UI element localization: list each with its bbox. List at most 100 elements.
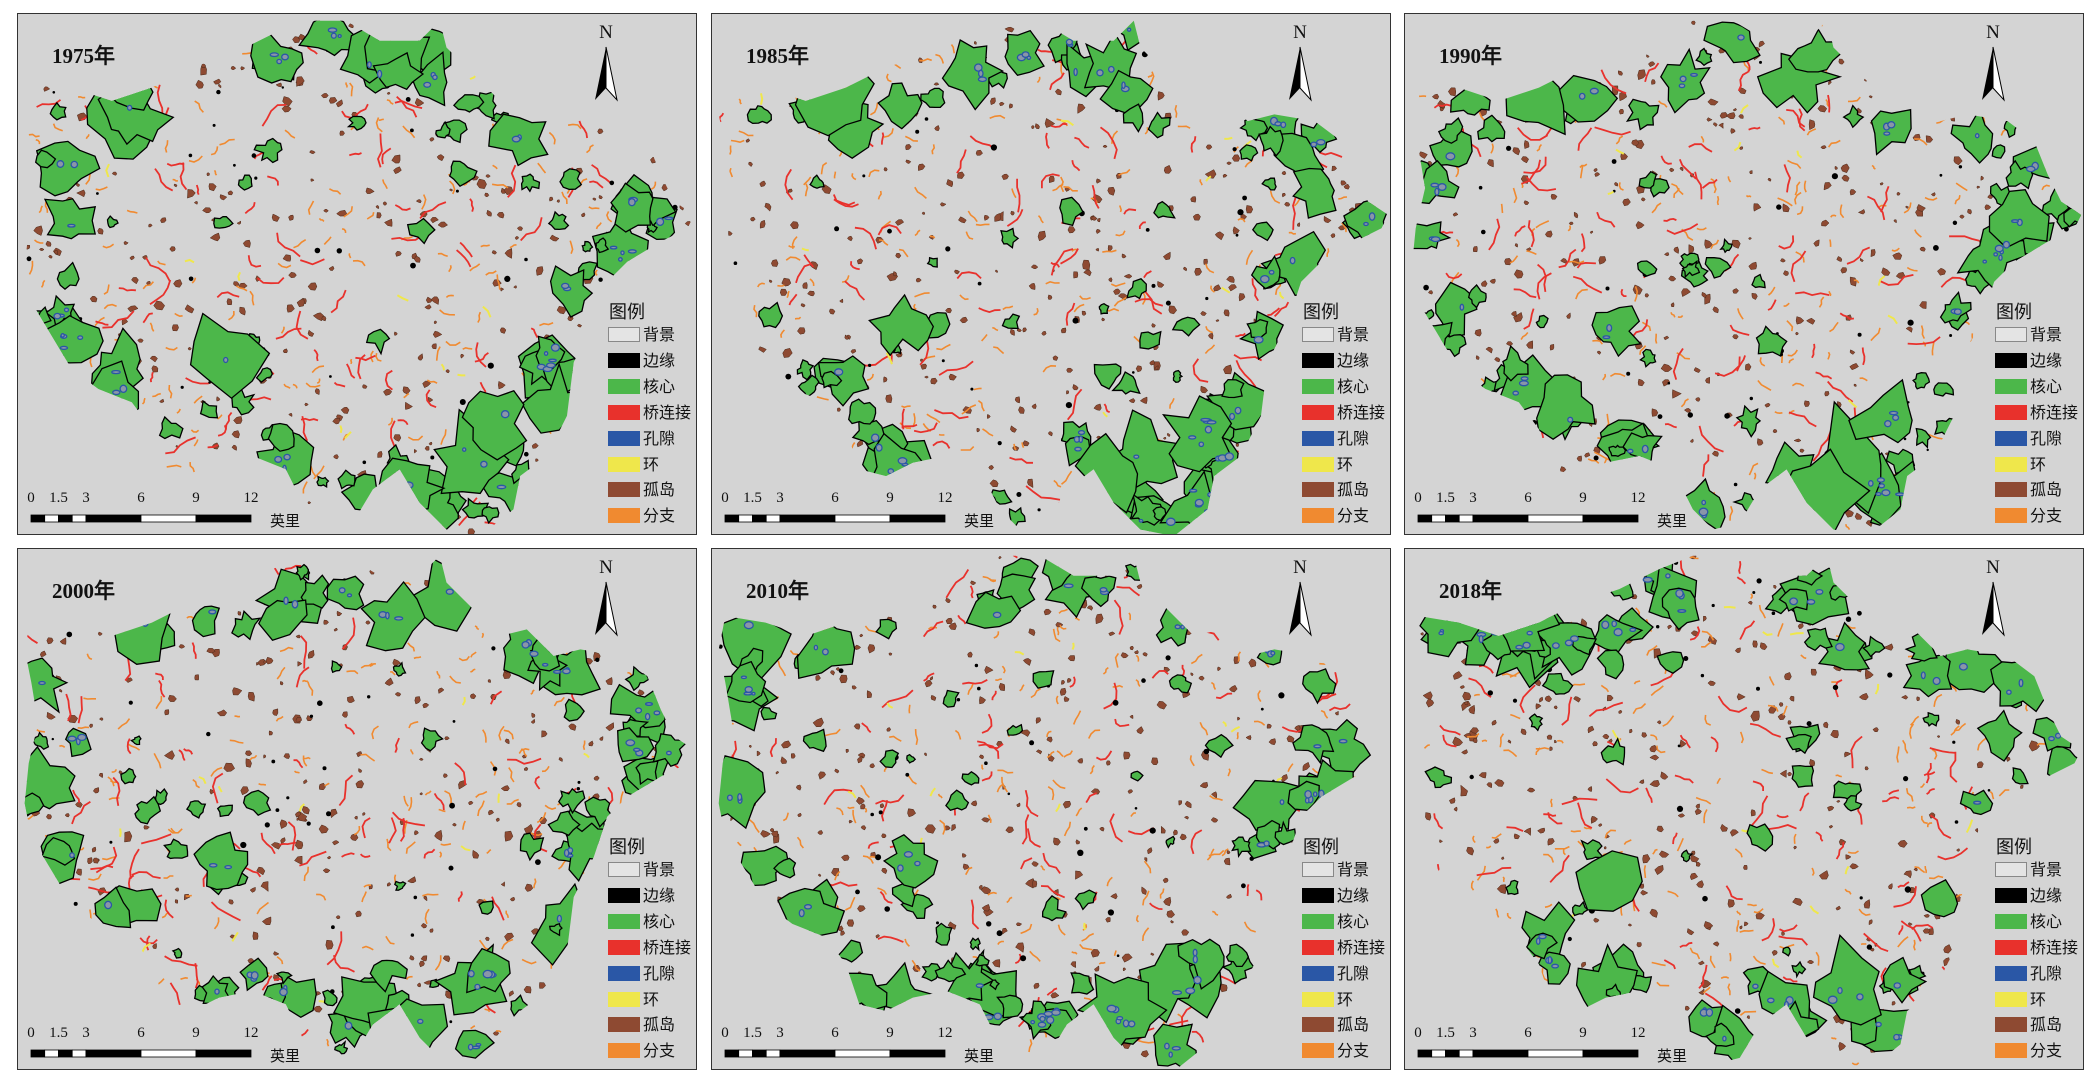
edge-patch <box>405 97 411 102</box>
bridge-patch <box>1694 171 1703 200</box>
perforation-patch <box>282 464 287 474</box>
islet-patch <box>1758 40 1765 48</box>
branch-patch <box>1803 180 1807 193</box>
bridge-patch <box>344 723 356 735</box>
perforation-patch <box>1698 507 1709 517</box>
branch-patch <box>1827 351 1831 360</box>
edge-patch <box>1752 591 1756 594</box>
branch-patch <box>126 209 138 214</box>
bridge-patch <box>457 891 463 902</box>
islet-patch <box>1649 780 1660 787</box>
perforation-patch <box>726 794 733 801</box>
islet-patch <box>1712 941 1720 947</box>
branch-patch <box>914 292 930 298</box>
edge-patch <box>1887 672 1893 678</box>
islet-patch <box>979 696 987 705</box>
islet-patch <box>271 213 280 222</box>
islet-patch <box>1667 624 1673 630</box>
core-patch <box>1126 278 1147 300</box>
bridge-patch <box>179 162 188 191</box>
branch-patch <box>992 326 999 332</box>
bridge-patch <box>1060 248 1079 265</box>
islet-patch <box>1686 928 1695 936</box>
islet-patch <box>1108 631 1116 637</box>
bridge-patch <box>1778 235 1795 250</box>
edge-patch <box>1165 655 1171 661</box>
islet-patch <box>1649 754 1660 761</box>
core-patch <box>295 563 310 581</box>
edge-patch <box>1029 740 1035 746</box>
perforation-patch <box>1973 800 1982 805</box>
islet-patch <box>1679 739 1687 748</box>
core-patch <box>945 789 970 812</box>
islet-patch <box>484 192 490 198</box>
core-patch <box>1785 733 1812 755</box>
islet-patch <box>1101 317 1105 322</box>
islet-patch <box>1015 922 1023 926</box>
core-patch <box>365 328 391 356</box>
islet-patch <box>637 689 645 696</box>
edge-patch <box>309 714 314 718</box>
branch-patch <box>1839 204 1845 219</box>
islet-patch <box>1537 827 1546 834</box>
branch-patch <box>1716 196 1720 206</box>
islet-patch <box>413 448 418 454</box>
islet-patch <box>1228 284 1237 292</box>
islet-patch <box>127 305 139 313</box>
legend-swatch <box>1995 456 2027 472</box>
perforation-patch <box>60 333 65 338</box>
islet-patch <box>1266 723 1272 729</box>
branch-patch <box>1063 750 1073 758</box>
islet-patch <box>336 209 348 217</box>
branch-patch <box>1977 736 1988 751</box>
islet-patch <box>1086 605 1094 611</box>
islet-patch <box>818 771 827 780</box>
islet-patch <box>1223 857 1231 866</box>
perforation-patch <box>1520 376 1529 381</box>
perforation-patch <box>751 691 756 696</box>
scale-tick-label: 12 <box>243 1025 259 1041</box>
islet-patch <box>194 674 199 681</box>
perforation-patch <box>1280 121 1287 129</box>
islet-patch <box>975 149 983 156</box>
branch-patch <box>386 99 394 105</box>
core-patch <box>549 265 594 318</box>
islet-patch <box>892 271 898 277</box>
loop-patch <box>339 425 343 433</box>
edge-patch <box>1952 740 1956 744</box>
perforation-patch <box>330 32 337 39</box>
islet-patch <box>1593 917 1600 923</box>
bridge-patch <box>1940 276 1968 288</box>
islet-patch <box>1936 735 1941 738</box>
bridge-patch <box>1445 272 1463 280</box>
perforation-patch <box>560 282 570 290</box>
islet-patch <box>1151 757 1159 766</box>
bridge-patch <box>1738 561 1742 574</box>
islet-patch <box>1123 273 1133 279</box>
islet-patch <box>504 932 515 942</box>
scale-tick-label: 0 <box>27 490 35 506</box>
branch-patch <box>1778 116 1786 125</box>
branch-patch <box>361 945 374 951</box>
branch-patch <box>407 797 413 812</box>
branch-patch <box>521 958 537 965</box>
bridge-patch <box>1091 184 1100 209</box>
islet-patch <box>1784 672 1792 681</box>
core-patch <box>120 767 137 785</box>
scale-tick-label: 9 <box>192 490 200 506</box>
edge-patch <box>718 644 723 649</box>
branch-patch <box>1455 165 1460 178</box>
islet-patch <box>945 597 951 604</box>
perforation-patch <box>467 969 475 978</box>
bridge-patch <box>507 757 542 765</box>
islet-patch <box>1102 144 1108 148</box>
islet-patch <box>830 670 835 676</box>
islet-patch <box>1640 889 1649 896</box>
edge-patch <box>941 359 945 363</box>
islet-patch <box>422 703 430 709</box>
core-patch <box>1074 889 1097 911</box>
branch-patch <box>553 696 565 707</box>
edge-patch <box>1481 229 1486 235</box>
islet-patch <box>1033 982 1040 989</box>
core-patch <box>1656 651 1685 674</box>
